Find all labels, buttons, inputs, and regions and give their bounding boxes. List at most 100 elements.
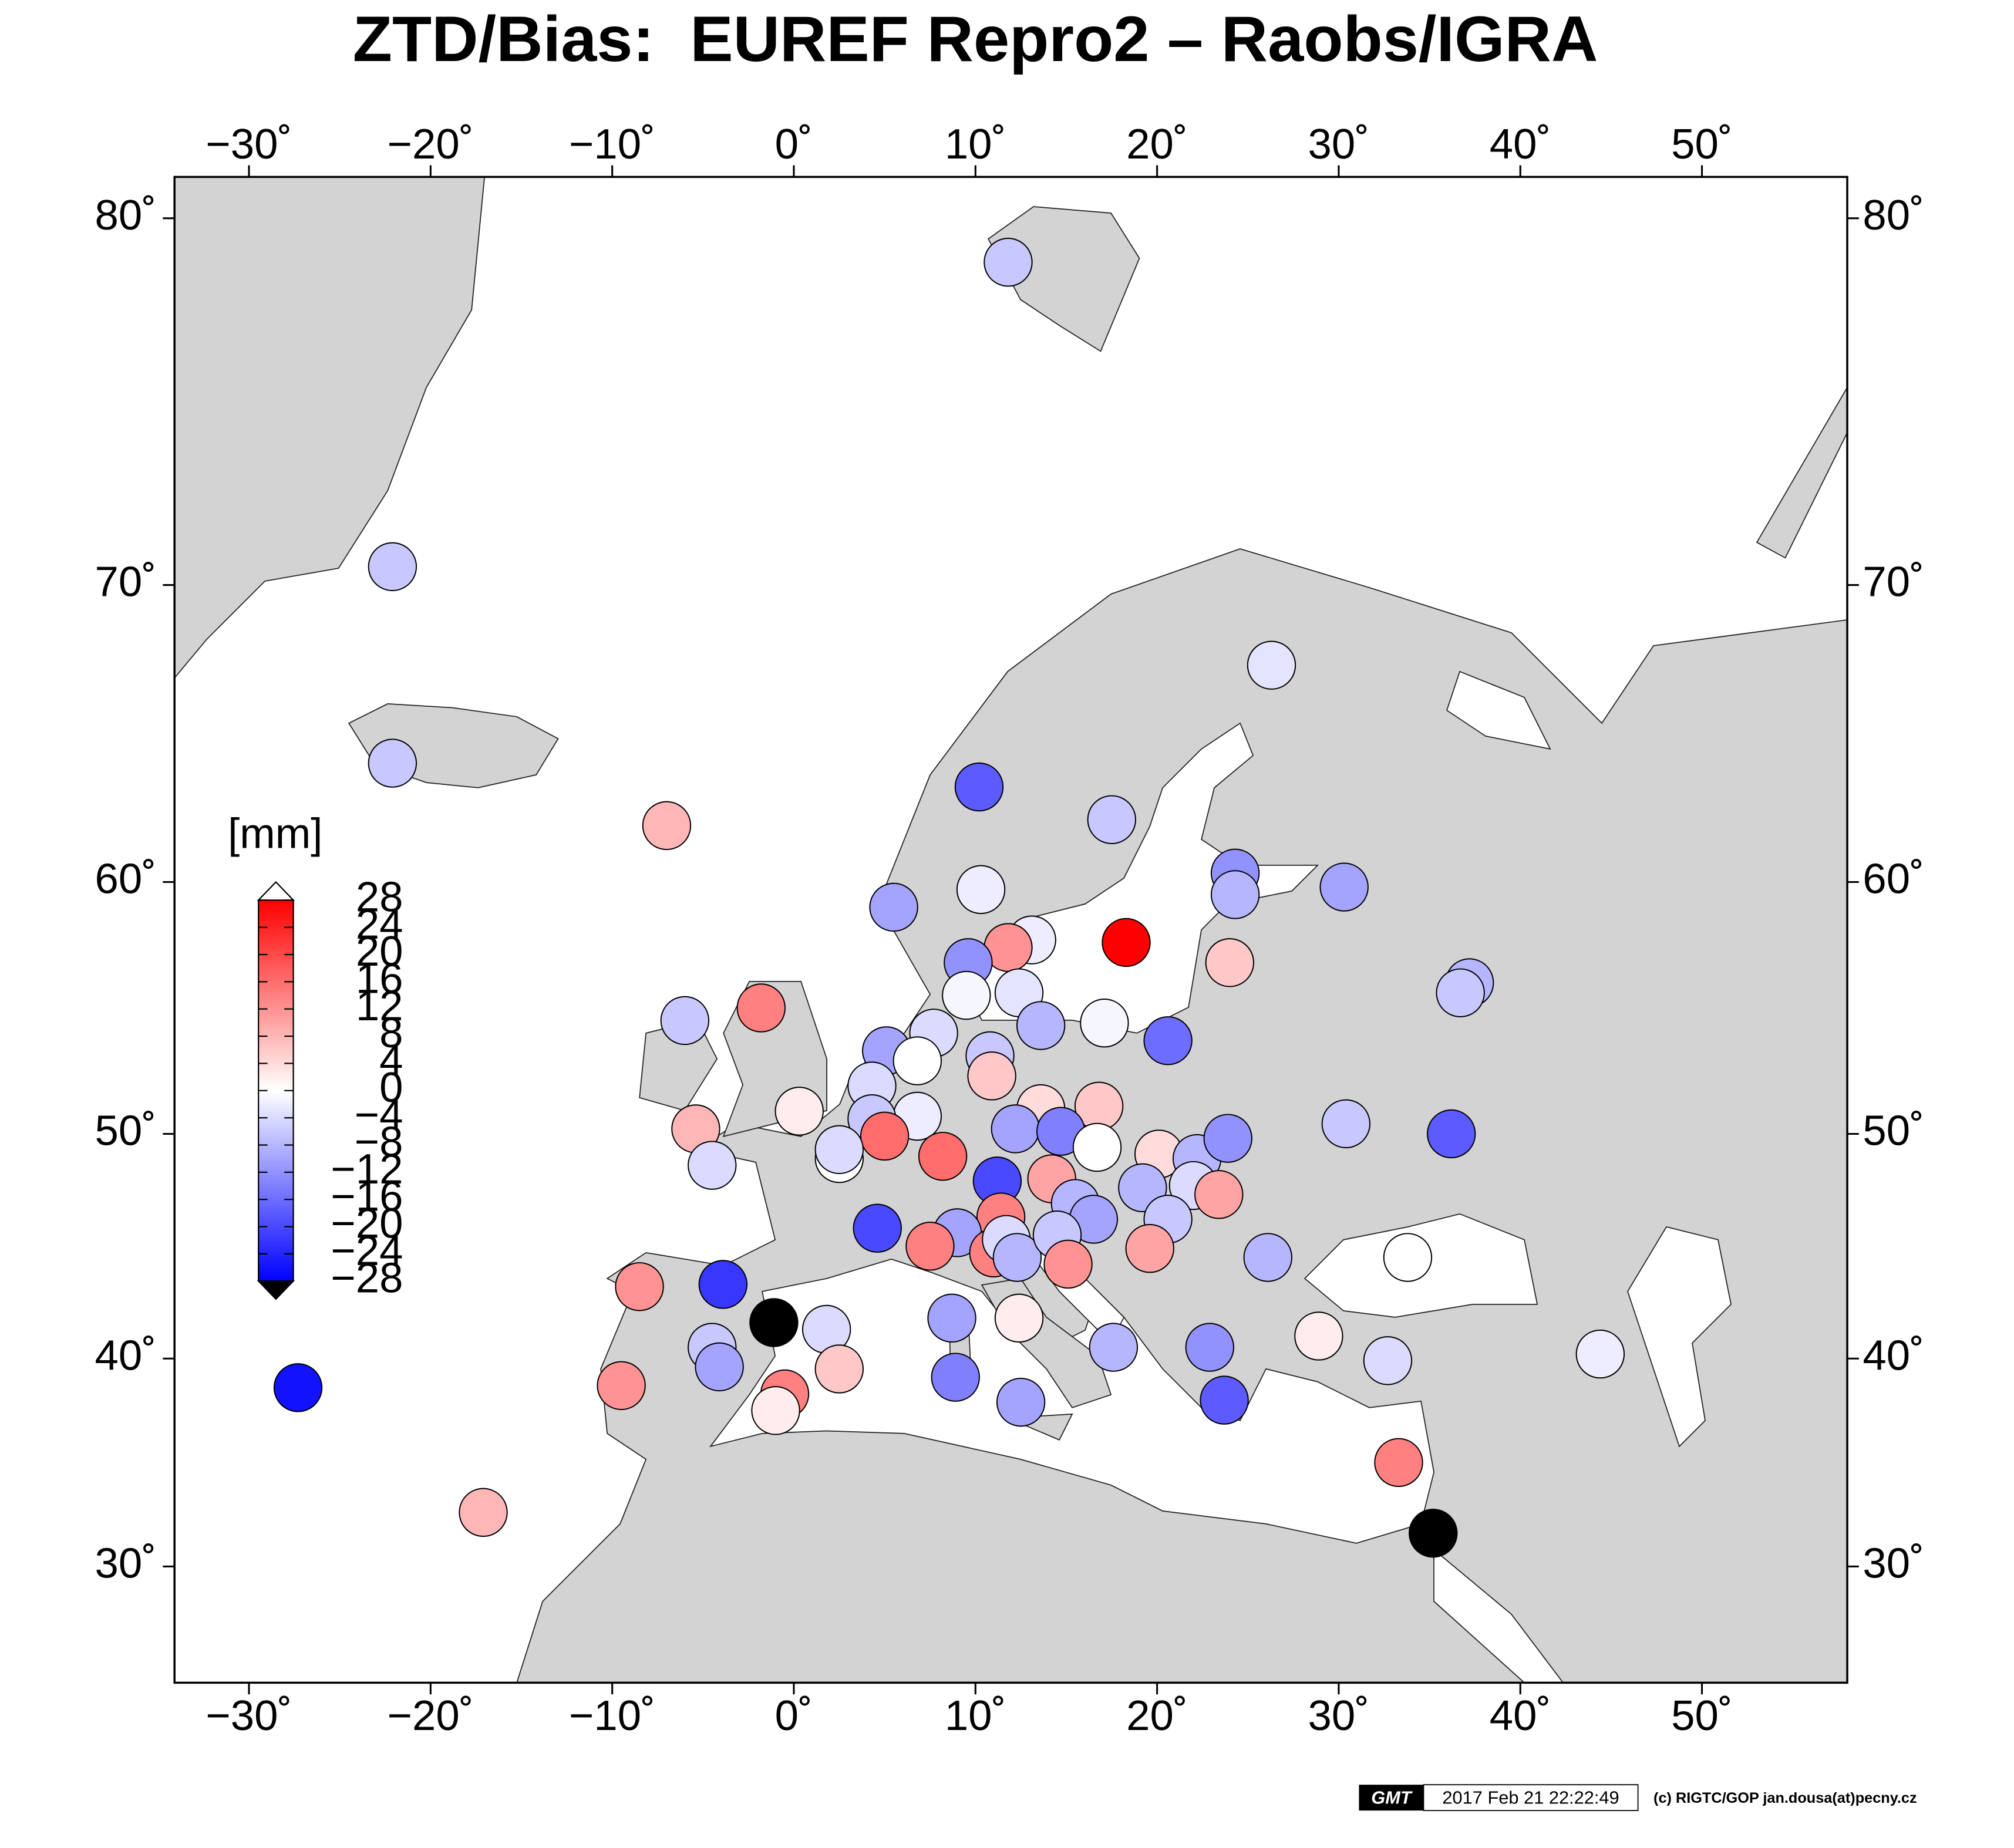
station-bias: [954, 762, 1004, 812]
station-bias: [996, 1377, 1046, 1427]
credit: (c) RIGTC/GOP jan.dousa(at)pecny.cz: [1653, 1790, 1917, 1806]
colorbar-tick-label: 0: [379, 1064, 403, 1111]
station-bias: [1374, 1438, 1423, 1488]
station-bias: [368, 738, 417, 788]
x-tick-label-bottom: −20˚: [388, 1692, 474, 1739]
station-bias: [814, 1125, 864, 1174]
x-tick-label-bottom: 40˚: [1490, 1692, 1551, 1739]
colorbar-tick-label: 4: [379, 1037, 403, 1084]
station-bias: [1143, 1016, 1193, 1065]
x-tick-label-bottom: 10˚: [945, 1692, 1006, 1739]
x-tick-label-bottom: 0˚: [775, 1692, 813, 1739]
station-bias: [1200, 1375, 1249, 1425]
y-tick-label-right: 70˚: [1863, 558, 1924, 606]
x-tick-label-top: −20˚: [388, 120, 474, 168]
station-bias: [967, 1051, 1016, 1101]
colorbar-label: [mm]: [228, 810, 322, 858]
station-bias: [1043, 1239, 1093, 1289]
station-bias: [1087, 795, 1136, 844]
y-tick-label-left: 40˚: [95, 1331, 156, 1379]
x-tick-label-top: −10˚: [569, 120, 655, 168]
station-bias: [1319, 862, 1369, 912]
colorbar-tick-label: 28: [356, 873, 403, 920]
station-bias: [368, 542, 417, 591]
station-bias: [1089, 1323, 1139, 1372]
y-tick-label-left: 50˚: [95, 1107, 156, 1155]
x-tick-label-top: 10˚: [945, 120, 1006, 168]
station-bias: [1575, 1329, 1625, 1379]
station-bias: [994, 1293, 1044, 1343]
station-bias: [1185, 1323, 1234, 1372]
x-tick-label-top: 50˚: [1671, 120, 1733, 168]
stations: [273, 238, 1625, 1558]
station-bias: [956, 865, 1006, 915]
station-bias: [273, 1363, 323, 1412]
x-tick-label-top: 20˚: [1126, 120, 1188, 168]
station-bias: [749, 1298, 799, 1347]
colorbar-tick-label: 16: [356, 955, 403, 1003]
map-frame: [173, 176, 1848, 1684]
timestamp: 2017 Feb 21 22:22:49: [1442, 1788, 1619, 1808]
x-tick-label-bottom: −30˚: [206, 1692, 292, 1739]
colorbar-tick-label: 8: [379, 1009, 403, 1057]
colorbar-tick-label: 24: [356, 901, 403, 948]
colorbar-tick-label: −16: [331, 1172, 403, 1220]
station-bias: [1125, 1224, 1174, 1273]
station-bias: [1427, 1109, 1476, 1159]
station-bias: [688, 1141, 737, 1190]
colorbar-over: [257, 881, 295, 901]
x-tick-label-top: 40˚: [1490, 120, 1551, 168]
colorbar-tick-label: −8: [355, 1118, 403, 1166]
station-bias: [642, 801, 692, 851]
station-bias: [597, 1361, 646, 1410]
x-tick-label-top: −30˚: [206, 120, 292, 168]
y-tick-label-left: 70˚: [95, 558, 156, 606]
x-tick-label-bottom: −10˚: [569, 1692, 655, 1739]
x-tick-label-bottom: 30˚: [1308, 1692, 1369, 1739]
station-bias: [1102, 918, 1151, 967]
station-bias: [1194, 1170, 1244, 1219]
footer: GMT 2017 Feb 21 22:22:49 (c) RIGTC/GOP j…: [1359, 1784, 1917, 1812]
station-bias: [615, 1262, 664, 1311]
station-bias: [905, 1222, 955, 1271]
station-bias: [1321, 1099, 1370, 1149]
greenland: [174, 177, 486, 679]
logo: GMT: [1371, 1788, 1413, 1808]
x-tick-label-bottom: 20˚: [1126, 1692, 1188, 1739]
station-bias: [984, 238, 1033, 287]
y-tick-label-left: 60˚: [95, 855, 156, 903]
station-bias: [751, 1386, 800, 1435]
station-bias: [459, 1488, 508, 1537]
station-bias: [927, 1293, 976, 1343]
colorbar-tick-label: −4: [355, 1091, 403, 1138]
station-bias: [698, 1260, 748, 1309]
y-tick-label-right: 80˚: [1863, 191, 1924, 239]
station-bias: [992, 1233, 1042, 1282]
logo-box: [1359, 1785, 1424, 1811]
station-bias: [893, 1036, 942, 1085]
station-bias: [853, 1203, 902, 1253]
station-bias: [918, 1132, 968, 1181]
y-tick-label-right: 40˚: [1863, 1331, 1924, 1379]
station-bias: [695, 1342, 744, 1392]
station-bias: [1409, 1509, 1458, 1558]
station-bias: [1294, 1311, 1343, 1361]
station-bias: [1080, 999, 1129, 1048]
red-sea: [1433, 1548, 1564, 1683]
y-tick-label-left: 80˚: [95, 191, 156, 239]
x-tick-label-top: 30˚: [1308, 120, 1369, 168]
colorbar-tick-label: 20: [356, 928, 403, 975]
svalbard: [987, 206, 1140, 352]
axes: −30˚ −30˚ −20˚ −20˚ −10˚ −10˚ 0˚ 0˚ 10˚ 10˚ 20˚ 20˚…: [95, 120, 1924, 1739]
station-bias: [991, 1104, 1040, 1154]
y-tick-label-right: 50˚: [1863, 1107, 1924, 1155]
colorbar-tick-label: −12: [331, 1145, 403, 1193]
x-tick-label-top: 0˚: [775, 120, 813, 168]
y-tick-label-right: 30˚: [1863, 1540, 1924, 1587]
colorbar-tick-label: −28: [331, 1254, 403, 1301]
y-tick-label-left: 30˚: [95, 1540, 156, 1587]
y-tick-label-right: 60˚: [1863, 855, 1924, 903]
white-sea: [1446, 670, 1551, 750]
